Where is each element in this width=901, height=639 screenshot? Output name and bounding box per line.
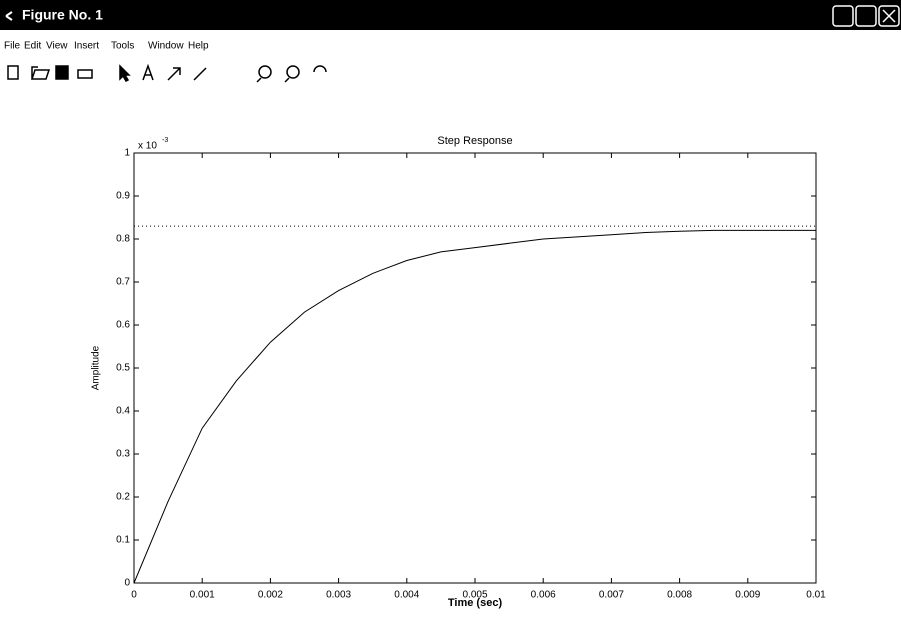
zoom-in-icon[interactable] xyxy=(259,66,271,78)
x-tick-label: 0.005 xyxy=(462,590,487,601)
line-icon[interactable] xyxy=(194,68,206,80)
plot-area: 0 0.1 0.2 0.3 0.4 0.5 0.6 0.7 0.8 0.9 1 0 0.001 0.002… xyxy=(116,148,826,601)
menu-item[interactable]: Help xyxy=(188,41,209,52)
y-tick-label: 0.2 xyxy=(116,492,130,503)
y-tick-label: 0.9 xyxy=(116,191,130,202)
y-exponent-power: -3 xyxy=(162,137,168,144)
y-tick-label: 0.4 xyxy=(116,406,130,417)
y-tick-label: 1 xyxy=(124,148,130,159)
figure-window: Figure No. 1 FileEdit View Insert Tools Wind… xyxy=(0,0,901,639)
menu-item[interactable]: File xyxy=(4,41,21,52)
text-icon[interactable] xyxy=(143,66,153,80)
toolbar xyxy=(8,66,326,82)
y-tick-label: 0.8 xyxy=(116,234,130,245)
window-title: Figure No. 1 xyxy=(22,7,103,23)
y-exponent-base: x 10 xyxy=(138,141,157,152)
menu-item[interactable]: Insert xyxy=(74,41,99,52)
zoom-in-handle xyxy=(257,78,261,82)
x-tick-label: 0.003 xyxy=(326,590,351,601)
x-tick-label: 0 xyxy=(131,590,137,601)
x-tick-label: 0.001 xyxy=(190,590,215,601)
response-line xyxy=(134,230,816,583)
x-tick-label: 0.008 xyxy=(667,590,692,601)
y-tick-label: 0.5 xyxy=(116,363,130,374)
arrow-icon[interactable] xyxy=(168,68,180,80)
x-tick-label: 0.006 xyxy=(531,590,556,601)
x-tick-label: 0.01 xyxy=(806,590,826,601)
x-tick-label: 0.004 xyxy=(394,590,419,601)
new-icon[interactable] xyxy=(8,66,18,79)
x-tick-label: 0.002 xyxy=(258,590,283,601)
zoom-out-icon[interactable] xyxy=(287,66,299,78)
menu-item[interactable]: View xyxy=(46,41,68,52)
y-tick-label: 0.1 xyxy=(116,535,130,546)
x-tick-label: 0.007 xyxy=(599,590,624,601)
title-bar xyxy=(0,0,901,30)
y-tick-label: 0.7 xyxy=(116,277,130,288)
open-icon[interactable] xyxy=(32,67,49,79)
y-tick-label: 0.3 xyxy=(116,449,130,460)
rotate-icon[interactable] xyxy=(314,66,326,72)
x-tick-label: 0.009 xyxy=(735,590,760,601)
save-icon[interactable] xyxy=(56,66,68,79)
menu-item[interactable]: Tools xyxy=(111,41,134,52)
y-tick-label: 0.6 xyxy=(116,320,130,331)
menu-item[interactable]: Window xyxy=(148,41,184,52)
y-tick-label: 0 xyxy=(124,578,130,589)
menu-item[interactable]: Edit xyxy=(24,41,41,52)
select-icon[interactable] xyxy=(120,66,129,81)
chart-title: Step Response xyxy=(437,135,512,147)
zoom-out-handle xyxy=(285,78,289,82)
y-axis-label: Amplitude xyxy=(91,345,102,390)
plot-frame xyxy=(134,153,816,583)
print-icon[interactable] xyxy=(78,70,92,78)
